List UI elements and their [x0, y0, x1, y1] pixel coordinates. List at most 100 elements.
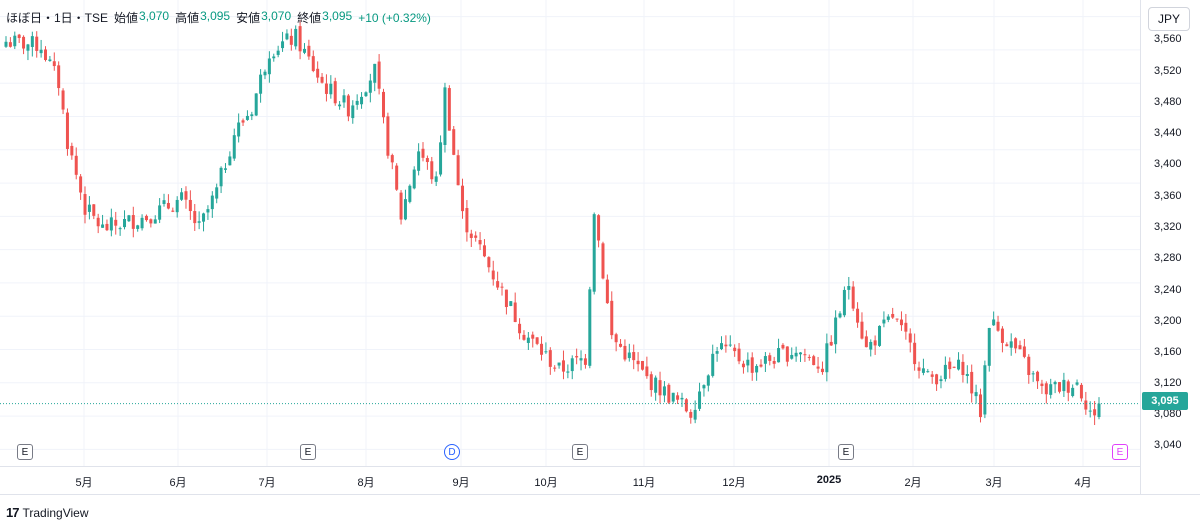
currency-button[interactable]: JPY — [1148, 7, 1190, 31]
earnings-event-marker[interactable]: E — [300, 444, 316, 460]
candle-body — [144, 215, 148, 221]
price-tick: 3,160 — [1154, 346, 1182, 358]
candle-body — [1044, 383, 1048, 395]
candle-body — [671, 392, 675, 402]
candle-body — [478, 240, 482, 245]
candle-body — [263, 71, 267, 76]
candle-body — [351, 105, 355, 119]
candle-body — [992, 319, 996, 326]
candle-body — [847, 286, 851, 290]
candle-body — [553, 367, 557, 369]
candle-body — [566, 371, 570, 373]
candle-body — [1071, 387, 1075, 396]
candle-body — [886, 316, 890, 320]
candle-body — [873, 340, 877, 346]
candle-body — [513, 302, 517, 323]
candle-body — [654, 377, 658, 393]
candle-body — [504, 289, 508, 308]
candle-body — [22, 36, 26, 49]
candle-body — [579, 358, 583, 361]
candle-body — [30, 36, 34, 47]
candle-body — [1049, 384, 1053, 395]
price-tick: 3,400 — [1154, 158, 1182, 170]
candle-body — [856, 308, 860, 323]
candle-body — [662, 386, 666, 396]
candle-body — [1079, 384, 1083, 399]
candle-body — [632, 352, 636, 361]
candle-body — [87, 204, 91, 212]
candle-body — [1093, 409, 1097, 416]
candle-body — [482, 245, 486, 257]
candle-body — [640, 360, 644, 370]
candle-body — [158, 205, 162, 220]
candle-body — [790, 354, 794, 359]
candle-body — [987, 327, 991, 366]
candle-body — [250, 114, 254, 117]
earnings-event-marker[interactable]: E — [838, 444, 854, 460]
candle-body — [425, 158, 429, 163]
price-tick: 3,320 — [1154, 221, 1182, 233]
candle-body — [109, 217, 113, 231]
candle-body — [123, 218, 127, 228]
candle-body — [430, 161, 434, 180]
price-tick: 3,080 — [1154, 408, 1182, 420]
candle-body — [39, 49, 43, 54]
candle-body — [245, 115, 249, 120]
time-axis-divider — [0, 466, 1140, 467]
candle-body — [957, 359, 961, 370]
candle-body — [509, 301, 513, 306]
candle-body — [746, 359, 750, 366]
candle-body — [294, 28, 298, 47]
high-label: 高値 — [175, 11, 200, 25]
candle-body — [272, 56, 276, 59]
footer-divider — [0, 494, 1200, 495]
candlestick-chart[interactable] — [0, 0, 1140, 466]
candle-body — [965, 373, 969, 377]
candle-body — [921, 368, 925, 373]
candle-body — [52, 61, 56, 67]
candle-body — [35, 36, 39, 51]
candle-body — [289, 35, 293, 45]
time-tick: 6月 — [169, 477, 187, 489]
candle-body — [575, 356, 579, 358]
candle-body — [816, 366, 820, 369]
candle-body — [1062, 379, 1066, 392]
time-tick: 7月 — [258, 477, 276, 489]
candle-body — [8, 42, 12, 47]
candle-body — [891, 313, 895, 318]
candle-body — [684, 399, 688, 412]
candle-body — [733, 347, 737, 352]
change-value: +10 (+0.32%) — [358, 11, 431, 25]
price-axis-divider — [1140, 0, 1141, 494]
price-tick: 3,120 — [1154, 377, 1182, 389]
candle-body — [741, 363, 745, 368]
candle-body — [781, 344, 785, 349]
candle-body — [364, 92, 368, 97]
candle-body — [136, 225, 140, 229]
candle-body — [983, 365, 987, 415]
earnings-event-marker[interactable]: E — [17, 444, 33, 460]
low-label: 安値 — [236, 11, 261, 25]
candle-body — [838, 313, 842, 318]
candle-body — [202, 213, 206, 222]
time-tick: 2月 — [904, 477, 922, 489]
candle-body — [943, 364, 947, 380]
candle-body — [526, 337, 530, 343]
candle-body — [26, 44, 30, 51]
chart-plot-area[interactable] — [0, 0, 1140, 466]
candle-body — [232, 135, 236, 159]
candle-body — [324, 83, 328, 94]
candle-body — [316, 68, 320, 78]
dividend-event-marker[interactable]: D — [444, 444, 460, 460]
candle-body — [829, 341, 833, 346]
candle-body — [206, 209, 210, 213]
candle-body — [443, 87, 447, 145]
candle-body — [605, 279, 609, 304]
candle-body — [627, 352, 631, 359]
earnings-event-marker[interactable]: E — [572, 444, 588, 460]
future-earnings-event-marker[interactable]: E — [1112, 444, 1128, 460]
candle-body — [970, 371, 974, 394]
candle-body — [948, 361, 952, 370]
candle-body — [298, 26, 302, 52]
brand-logo[interactable]: 17 TradingView — [6, 505, 89, 520]
